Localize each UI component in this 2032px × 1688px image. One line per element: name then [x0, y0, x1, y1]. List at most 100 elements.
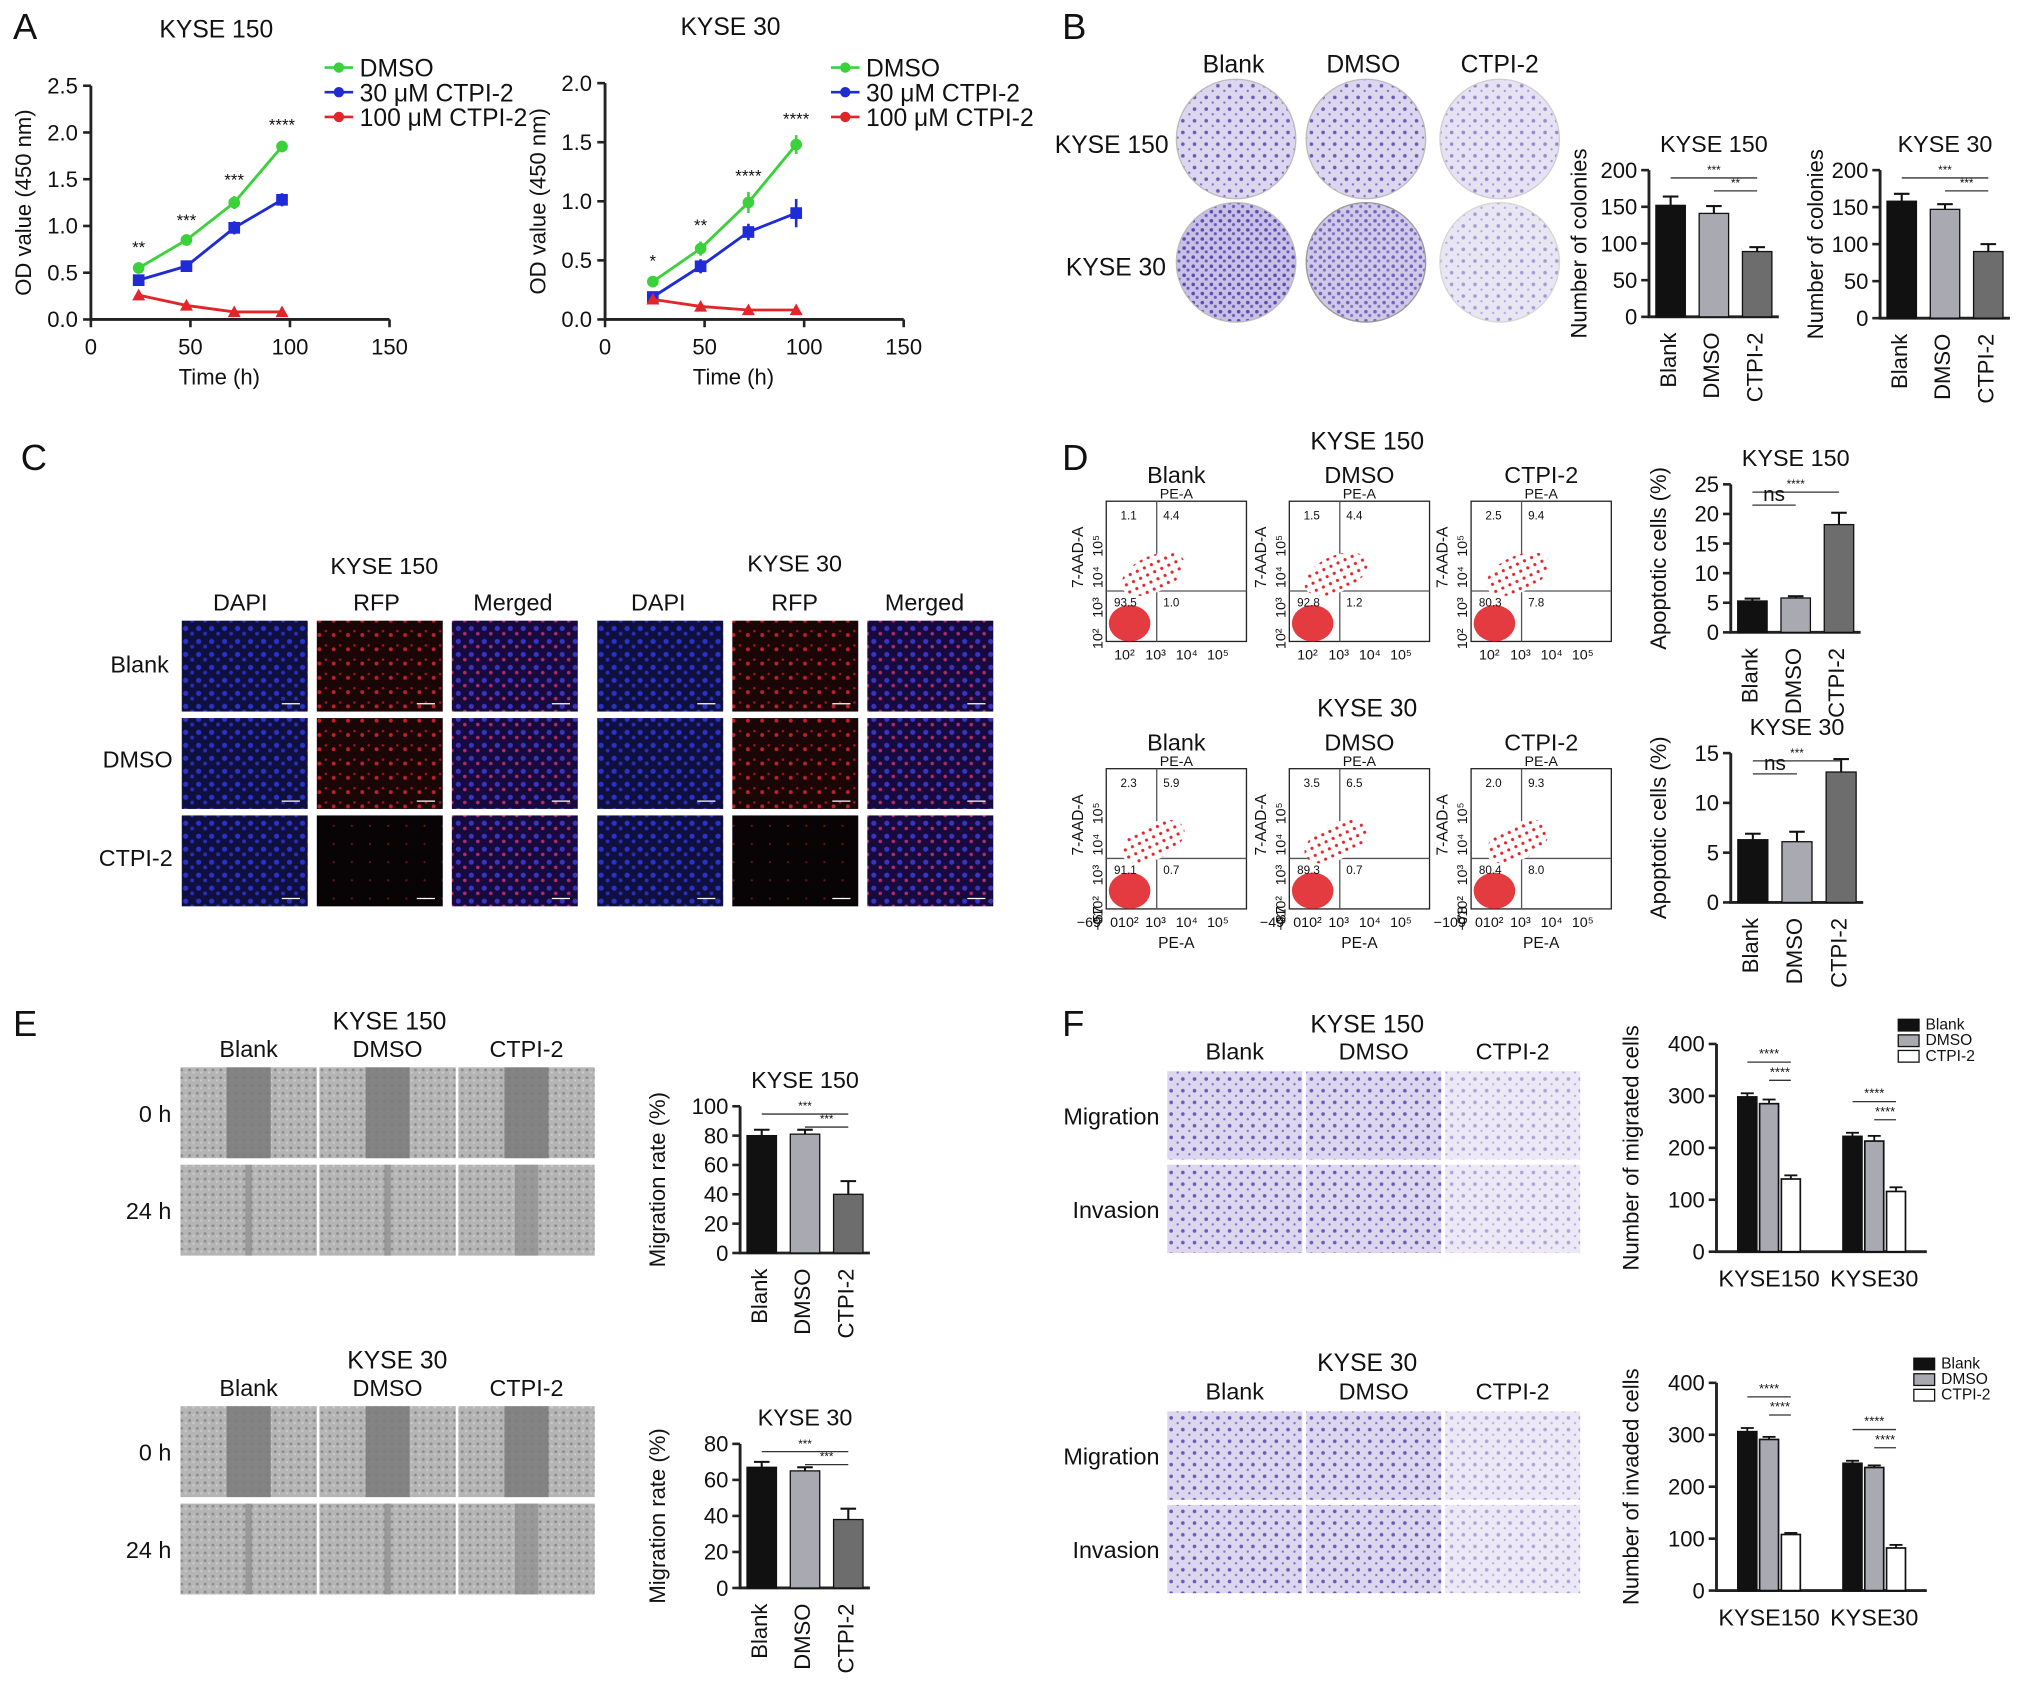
x-tick-label: KYSE30	[1830, 1266, 1918, 1292]
flow-tick-label: 10⁵	[1090, 535, 1106, 557]
flow-tick-label: 10³	[1328, 648, 1349, 664]
transwell-col-label: CTPI-2	[1476, 1379, 1550, 1405]
chart-title: KYSE 30	[758, 1405, 853, 1431]
y-tick-label: 40	[704, 1182, 729, 1207]
legend-label: Blank	[1926, 1017, 1965, 1034]
bar	[1781, 841, 1813, 904]
panel-c-images: KYSE 150 KYSE 30 DAPI RFP Merged DAPI RF…	[99, 550, 994, 907]
y-axis-label: Apoptotic cells (%)	[1646, 467, 1671, 650]
data-point	[646, 292, 660, 305]
bar	[1780, 1178, 1802, 1253]
flow-tick-label: −49	[1260, 915, 1284, 931]
grouped-bar-chart: 0 100 200 300 400 Number of invaded cells ****…	[1619, 1356, 1991, 1631]
panel-label-f: F	[1062, 1003, 1084, 1044]
flow-cluster	[1108, 872, 1151, 909]
bar	[1758, 1438, 1780, 1592]
y-tick-label: 100	[692, 1094, 729, 1119]
y-tick-label: 10	[1695, 561, 1720, 586]
y-tick-label: 100	[1668, 1188, 1705, 1213]
y-tick-label: 100	[1600, 231, 1637, 256]
transwell-image	[1167, 1411, 1303, 1500]
legend-label: DMSO	[1941, 1371, 1988, 1388]
bar	[1842, 1462, 1863, 1592]
flow-tick-label: 10⁵	[1390, 915, 1412, 931]
flow-tick-label: 10²	[1090, 628, 1106, 649]
wound-col-label: DMSO	[353, 1375, 423, 1401]
series-line	[652, 297, 797, 312]
flow-cluster	[1473, 872, 1516, 909]
legend-swatch	[1897, 1034, 1920, 1048]
panel-label-d: D	[1062, 437, 1088, 478]
flow-tick-label: 10³	[1510, 648, 1531, 664]
quadrant-value: 92.8	[1297, 597, 1320, 610]
y-tick-label: 0	[1625, 305, 1637, 330]
flow-tick-label: 10⁴	[1273, 566, 1289, 588]
data-point	[742, 196, 755, 209]
flow-tick-label: 10³	[1090, 597, 1106, 618]
flow-tick-label: 10³	[1273, 597, 1289, 618]
significance-label: ***	[798, 1100, 812, 1113]
y-tick-label: 20	[1695, 502, 1720, 527]
b-col-label: Blank	[1203, 52, 1265, 79]
significance-label: ***	[798, 1438, 812, 1451]
flow-tick-label: 10⁴	[1090, 566, 1106, 588]
legend-swatch	[1913, 1388, 1936, 1402]
bar	[789, 1133, 821, 1254]
flow-axis-title: 7-AAD-A	[1253, 526, 1270, 588]
x-tick-label: DMSO	[1699, 332, 1724, 398]
x-tick-label: DMSO	[1782, 918, 1807, 984]
significance-label: ns	[1763, 483, 1785, 506]
b-row-label: KYSE 30	[1066, 254, 1166, 281]
colony-plate	[1175, 78, 1297, 200]
flow-cluster	[1108, 605, 1151, 642]
data-point	[132, 262, 145, 274]
d-row-title: KYSE 30	[1317, 696, 1417, 723]
x-tick-label: KYSE150	[1718, 1605, 1819, 1631]
y-tick-label: 50	[1613, 268, 1638, 293]
y-tick-label: 15	[1695, 531, 1720, 556]
y-tick-label: 0.0	[47, 307, 78, 332]
legend-label: DMSO	[1926, 1032, 1973, 1049]
y-tick-label: 0	[1856, 306, 1868, 331]
legend-marker	[840, 87, 851, 98]
b-col-label: DMSO	[1326, 52, 1400, 79]
flow-axis-title: PE-A	[1523, 935, 1560, 952]
fluorescence-image	[732, 718, 859, 809]
bar	[1863, 1140, 1885, 1253]
quadrant-value: 1.2	[1346, 597, 1362, 610]
data-point	[132, 288, 146, 301]
transwell-image	[1167, 1504, 1303, 1594]
legend-swatch	[1913, 1373, 1936, 1387]
data-point	[180, 234, 193, 246]
significance-label: **	[132, 238, 146, 257]
quadrant-value: 93.5	[1114, 597, 1137, 610]
wound-col-label: CTPI-2	[490, 1375, 564, 1401]
series-line	[652, 211, 797, 299]
x-tick-label: Blank	[1656, 331, 1681, 387]
y-tick-label: 0	[716, 1576, 728, 1601]
flow-cluster	[1473, 605, 1516, 642]
data-point	[228, 196, 241, 209]
significance-label: ****	[1759, 1046, 1779, 1061]
colony-plate	[1439, 78, 1561, 200]
bar-chart: KYSE 150 0 50 100 150 200 Number of colonies Bl…	[1567, 131, 1779, 402]
legend-marker	[840, 62, 851, 73]
wound-time-label: 24 h	[126, 1198, 171, 1224]
series-line	[138, 293, 283, 314]
flow-axis-title: PE-A	[1343, 487, 1377, 503]
significance-label: ***	[1707, 164, 1721, 177]
x-tick-label: 150	[885, 335, 922, 360]
quadrant-value: 1.0	[1163, 597, 1180, 610]
flow-tick-label: 10³	[1510, 915, 1531, 931]
quadrant-value: 80.3	[1479, 597, 1502, 610]
flow-axis-title: PE-A	[1160, 487, 1194, 503]
fluorescence-image	[597, 620, 724, 712]
y-tick-label: 150	[1600, 195, 1637, 220]
flow-tick-label: 10³	[1455, 865, 1471, 886]
flow-axis-title: 7-AAD-A	[1253, 793, 1270, 855]
flow-tick-label: 10⁴	[1455, 566, 1471, 588]
y-axis-label: Number of colonies	[1803, 149, 1828, 339]
flow-tick-label: 10³	[1273, 865, 1289, 886]
flow-tick-label: 010²	[1475, 915, 1504, 931]
